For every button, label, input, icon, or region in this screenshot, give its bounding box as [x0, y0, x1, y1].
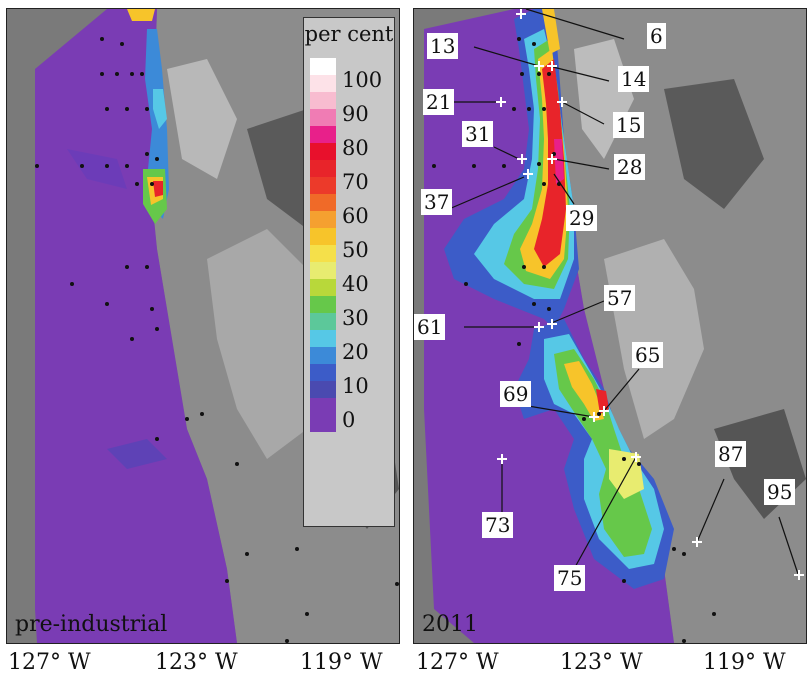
- site-crosses: [496, 9, 804, 580]
- legend-swatch: [310, 109, 336, 126]
- legend-swatch: [310, 381, 336, 398]
- site-label-73: 73: [482, 512, 514, 538]
- site-label-29: 29: [566, 205, 598, 231]
- site-label-28: 28: [614, 154, 646, 180]
- valley-relief: [207, 229, 327, 459]
- north-coast-patch: [127, 9, 155, 21]
- legend-swatch: [310, 279, 336, 296]
- site-label-95: 95: [764, 479, 796, 505]
- legend-value: 30: [342, 306, 369, 330]
- legend-value: 90: [342, 102, 369, 126]
- legend-row: [310, 279, 394, 313]
- band-red: [534, 59, 566, 267]
- legend-value: 10: [342, 374, 369, 398]
- plume-yellow: [564, 361, 604, 421]
- panel-label-2011: 2011: [422, 612, 478, 637]
- site-label-87: 87: [715, 441, 747, 467]
- site-label-57: 57: [604, 285, 636, 311]
- site-label-75: 75: [554, 565, 586, 591]
- legend-value: 80: [342, 136, 369, 160]
- leader-lines: [448, 9, 800, 578]
- legend-row: [310, 347, 394, 381]
- site-label-31: 31: [462, 121, 494, 147]
- legend-row: [310, 109, 394, 143]
- legend-value: 0: [342, 408, 356, 432]
- legend-swatch: [310, 177, 336, 194]
- band-north-yellow: [542, 9, 560, 54]
- band-magenta: [554, 139, 564, 184]
- site-label-21: 21: [423, 89, 455, 115]
- axis-tick-label: 127° W: [416, 650, 499, 675]
- station-markers: [35, 37, 399, 643]
- legend-swatch: [310, 398, 336, 432]
- color-legend: per cent 100 90 80: [303, 17, 395, 527]
- site-label-13: 13: [427, 33, 459, 59]
- mountain-relief: [664, 79, 764, 209]
- axis-tick-label: 119° W: [703, 650, 786, 675]
- coast-range-relief: [167, 59, 237, 179]
- legend-value: 100: [342, 68, 383, 92]
- site-label-15: 15: [613, 112, 645, 138]
- legend-swatch: [310, 211, 336, 228]
- legend-swatch: [310, 245, 336, 262]
- site-label-61: 61: [414, 314, 446, 340]
- site-label-65: 65: [632, 342, 664, 368]
- legend-swatch: [310, 313, 336, 330]
- axis-tick-label: 127° W: [8, 650, 91, 675]
- station-markers: [432, 37, 716, 643]
- panel-label-pre-industrial: pre-industrial: [15, 612, 168, 637]
- legend-value: 50: [342, 238, 369, 262]
- legend-row: [310, 381, 394, 415]
- ocean-patch-2: [107, 439, 167, 469]
- legend-row: 0: [310, 398, 394, 432]
- legend-value: 70: [342, 170, 369, 194]
- legend-swatch: [310, 347, 336, 364]
- ocean-patch: [67, 149, 127, 189]
- legend-value: 20: [342, 340, 369, 364]
- map-2011: [414, 9, 806, 643]
- legend-row: [310, 143, 394, 177]
- legend-row: [310, 177, 394, 211]
- site-label-14: 14: [618, 66, 650, 92]
- legend-row: [310, 313, 394, 347]
- map-panel-2011: 6 13 14 21 15 31 28 37 29 57 61 65 69 87…: [413, 8, 807, 644]
- axis-tick-label: 123° W: [155, 650, 238, 675]
- coastal-band-red: [153, 181, 163, 197]
- plume-red: [596, 389, 609, 414]
- legend-swatch: [310, 75, 336, 92]
- legend-swatch: [310, 143, 336, 160]
- legend-value: 40: [342, 272, 369, 296]
- legend-row: [310, 211, 394, 245]
- site-label-6: 6: [647, 23, 666, 49]
- legend-row: [310, 245, 394, 279]
- site-label-69: 69: [500, 381, 532, 407]
- axis-tick-label: 123° W: [560, 650, 643, 675]
- coastal-band-cyan: [153, 89, 167, 129]
- plume-green: [554, 349, 652, 557]
- legend-title: per cent: [304, 22, 394, 46]
- map-panel-pre-industrial: per cent 100 90 80: [6, 8, 400, 644]
- axis-tick-label: 119° W: [300, 650, 383, 675]
- legend-row: [310, 75, 394, 109]
- legend-value: 60: [342, 204, 369, 228]
- site-label-37: 37: [421, 189, 453, 215]
